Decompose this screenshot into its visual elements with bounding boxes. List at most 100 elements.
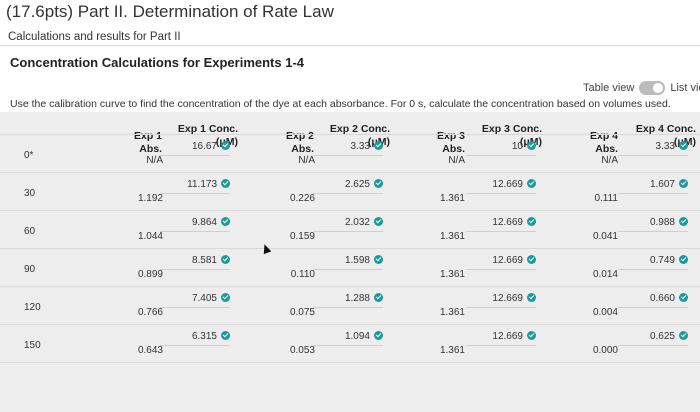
exp3-conc-value: 10 [511,141,523,152]
exp4-conc-value: 0.749 [649,255,675,266]
check-circle-icon [374,255,383,264]
exp1-conc-value: 6.315 [191,331,217,342]
exp2-abs-cell: 0.053 [289,345,315,356]
exp1-conc-input[interactable]: 6.315 [160,331,230,346]
exp3-conc-input[interactable]: 12.669 [466,293,536,308]
check-circle-icon [374,141,383,150]
exp1-abs-cell: 0.766 [137,307,163,318]
check-circle-icon [527,331,536,340]
exp3-conc-input[interactable]: 12.669 [466,255,536,270]
exp4-conc-input[interactable]: 0.625 [618,331,688,346]
check-circle-icon [527,293,536,302]
exp1-conc-input[interactable]: 8.581 [160,255,230,270]
section-title: Concentration Calculations for Experimen… [10,55,305,70]
exp2-conc-input[interactable]: 2.032 [313,217,383,232]
check-circle-icon [221,217,230,226]
exp1-conc-value: 7.405 [191,293,217,304]
exp2-conc-value: 1.094 [344,331,370,342]
exp3-conc-input[interactable]: 12.669 [466,217,536,232]
exp2-conc-input[interactable]: 1.288 [313,293,383,308]
check-circle-icon [221,255,230,264]
header-exp4-conc-line1: Exp 4 Conc. [635,123,696,135]
view-toggle-switch[interactable] [639,81,666,95]
check-circle-icon [679,255,688,264]
instructions: Use the calibration curve to find the co… [10,98,671,110]
exp2-conc-value: 2.032 [344,217,370,228]
exp2-conc-value: 1.598 [344,255,370,266]
exp2-abs-cell: N/A [298,155,315,166]
exp2-conc-input[interactable]: 1.094 [313,331,383,346]
exp4-abs-cell: 0.111 [594,193,618,204]
exp2-abs-cell: 0.226 [289,193,315,204]
exp3-abs-cell: 1.361 [439,231,465,242]
exp1-abs-cell: 0.643 [137,345,163,356]
header-exp3-conc: Exp 3 Conc.(μM) [474,123,542,149]
check-circle-icon [679,217,688,226]
view-toggle[interactable]: Table view List view [583,81,700,95]
exp3-conc-value: 12.669 [492,331,523,342]
exp2-conc-input[interactable]: 2.625 [313,179,383,194]
page-subtitle: Calculations and results for Part II [8,31,181,43]
header-exp2-conc-line1: Exp 2 Conc. [329,123,390,135]
exp4-conc-input[interactable]: 1.607 [618,179,688,194]
exp2-abs-cell: 0.075 [289,307,315,318]
exp4-abs-cell: 0.041 [592,231,618,242]
exp1-conc-input[interactable]: 7.405 [160,293,230,308]
table-row: 120 0.766 7.405 0.075 1.288 1.361 12.669… [0,286,700,324]
exp3-abs-cell: 1.361 [439,345,465,356]
toggle-knob [653,83,664,93]
exp2-conc-value: 2.625 [344,179,370,190]
check-circle-icon [374,217,383,226]
check-circle-icon [374,331,383,340]
check-circle-icon [679,179,688,188]
exp2-abs-cell: 0.110 [290,269,315,280]
check-circle-icon [221,331,230,340]
exp4-conc-input[interactable]: 0.660 [618,293,688,308]
concentration-table: Exp 1 Abs. Exp 1 Conc.(μM) Exp 2 Abs. Ex… [0,112,700,412]
exp4-conc-input[interactable]: 0.749 [618,255,688,270]
check-circle-icon [527,217,536,226]
exp2-abs-cell: 0.159 [289,231,315,242]
exp3-conc-value: 12.669 [492,255,523,266]
exp2-conc-value: 1.288 [344,293,370,304]
exp4-conc-input[interactable]: 3.33 [618,141,688,156]
exp4-conc-input[interactable]: 0.988 [618,217,688,232]
exp1-conc-input[interactable]: 9.864 [160,217,230,232]
exp2-conc-input[interactable]: 1.598 [313,255,383,270]
divider [0,45,700,46]
exp2-conc-input[interactable]: 3.33 [313,141,383,156]
time-cell: 120 [24,302,41,313]
exp3-abs-cell: 1.361 [439,193,465,204]
exp3-conc-value: 12.669 [492,179,523,190]
list-view-label: List view [670,82,700,94]
header-exp1-conc-line1: Exp 1 Conc. [177,123,238,135]
exp4-conc-value: 0.660 [649,293,675,304]
exp1-conc-value: 9.864 [191,217,217,228]
page-title: (17.6pts) Part II. Determination of Rate… [6,2,334,21]
exp3-conc-input[interactable]: 10 [466,141,536,156]
table-row-partial [0,362,700,400]
exp4-conc-value: 0.988 [649,217,675,228]
exp3-conc-input[interactable]: 12.669 [466,331,536,346]
time-cell: 150 [24,340,41,351]
table-row: 0* N/A 16.67 N/A 3.33 N/A 10 N/A 3.33 [0,134,700,172]
exp1-conc-value: 16.67 [191,141,217,152]
exp4-abs-cell: 0.004 [592,307,618,318]
header-exp3-conc-line1: Exp 3 Conc. [481,123,542,135]
exp1-conc-value: 8.581 [191,255,217,266]
check-circle-icon [374,179,383,188]
check-circle-icon [679,331,688,340]
table-row: 150 0.643 6.315 0.053 1.094 1.361 12.669… [0,324,700,362]
table-row: 90 0.899 8.581 0.110 1.598 1.361 12.669 … [0,248,700,286]
exp3-conc-input[interactable]: 12.669 [466,179,536,194]
exp1-conc-value: 11.173 [187,179,217,190]
exp1-abs-cell: N/A [146,155,163,166]
check-circle-icon [527,179,536,188]
time-cell: 60 [24,226,36,237]
table-row: 30 1.192 11.173 0.226 2.625 1.361 12.669… [0,172,700,210]
exp1-conc-input[interactable]: 16.67 [160,141,230,156]
check-circle-icon [374,293,383,302]
header-exp2-abs: Exp 2 Abs. [285,130,314,155]
exp1-conc-input[interactable]: 11.173 [160,179,230,194]
check-circle-icon [679,141,688,150]
